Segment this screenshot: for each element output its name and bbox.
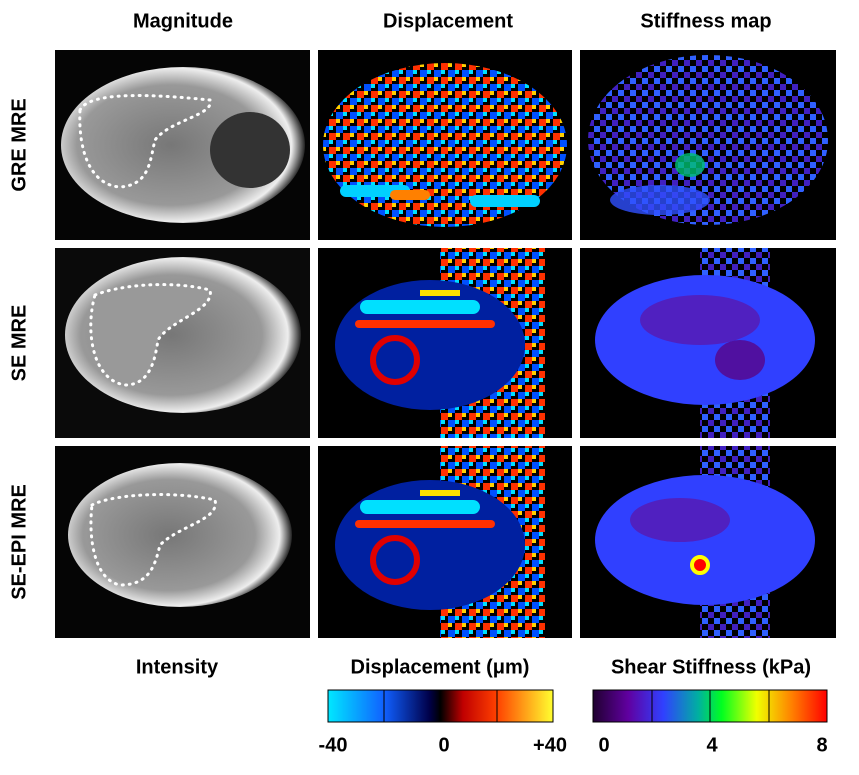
colorbar-title: Shear Stiffness (kPa) [611,656,811,678]
row-label: SE-EPI MRE [8,484,30,600]
image-panel [580,50,836,240]
row-label: GRE MRE [8,98,30,191]
colorbar-tick-label: 0 [438,734,449,756]
colorbar-title: Intensity [136,656,219,678]
image-panel [55,446,310,638]
image-panel [580,446,836,638]
column-header: Stiffness map [640,10,771,32]
colorbar-tick-label: 4 [706,734,718,756]
image-panel [580,248,836,438]
image-panel [318,446,572,638]
colorbar-tick-label: 0 [598,734,609,756]
image-panel [55,248,310,438]
image-panel [55,50,310,240]
image-panel [318,248,572,438]
row-label: SE MRE [8,305,30,382]
image-panel [318,50,572,240]
column-header: Displacement [383,10,513,32]
colorbar-tick-label: 8 [816,734,827,756]
colorbar [327,689,554,723]
colorbar-title: Displacement (μm) [351,656,530,678]
colorbar-tick-label: +40 [533,734,567,756]
colorbar-tick-label: -40 [319,734,348,756]
colorbar [592,689,828,723]
column-header: Magnitude [133,10,233,32]
